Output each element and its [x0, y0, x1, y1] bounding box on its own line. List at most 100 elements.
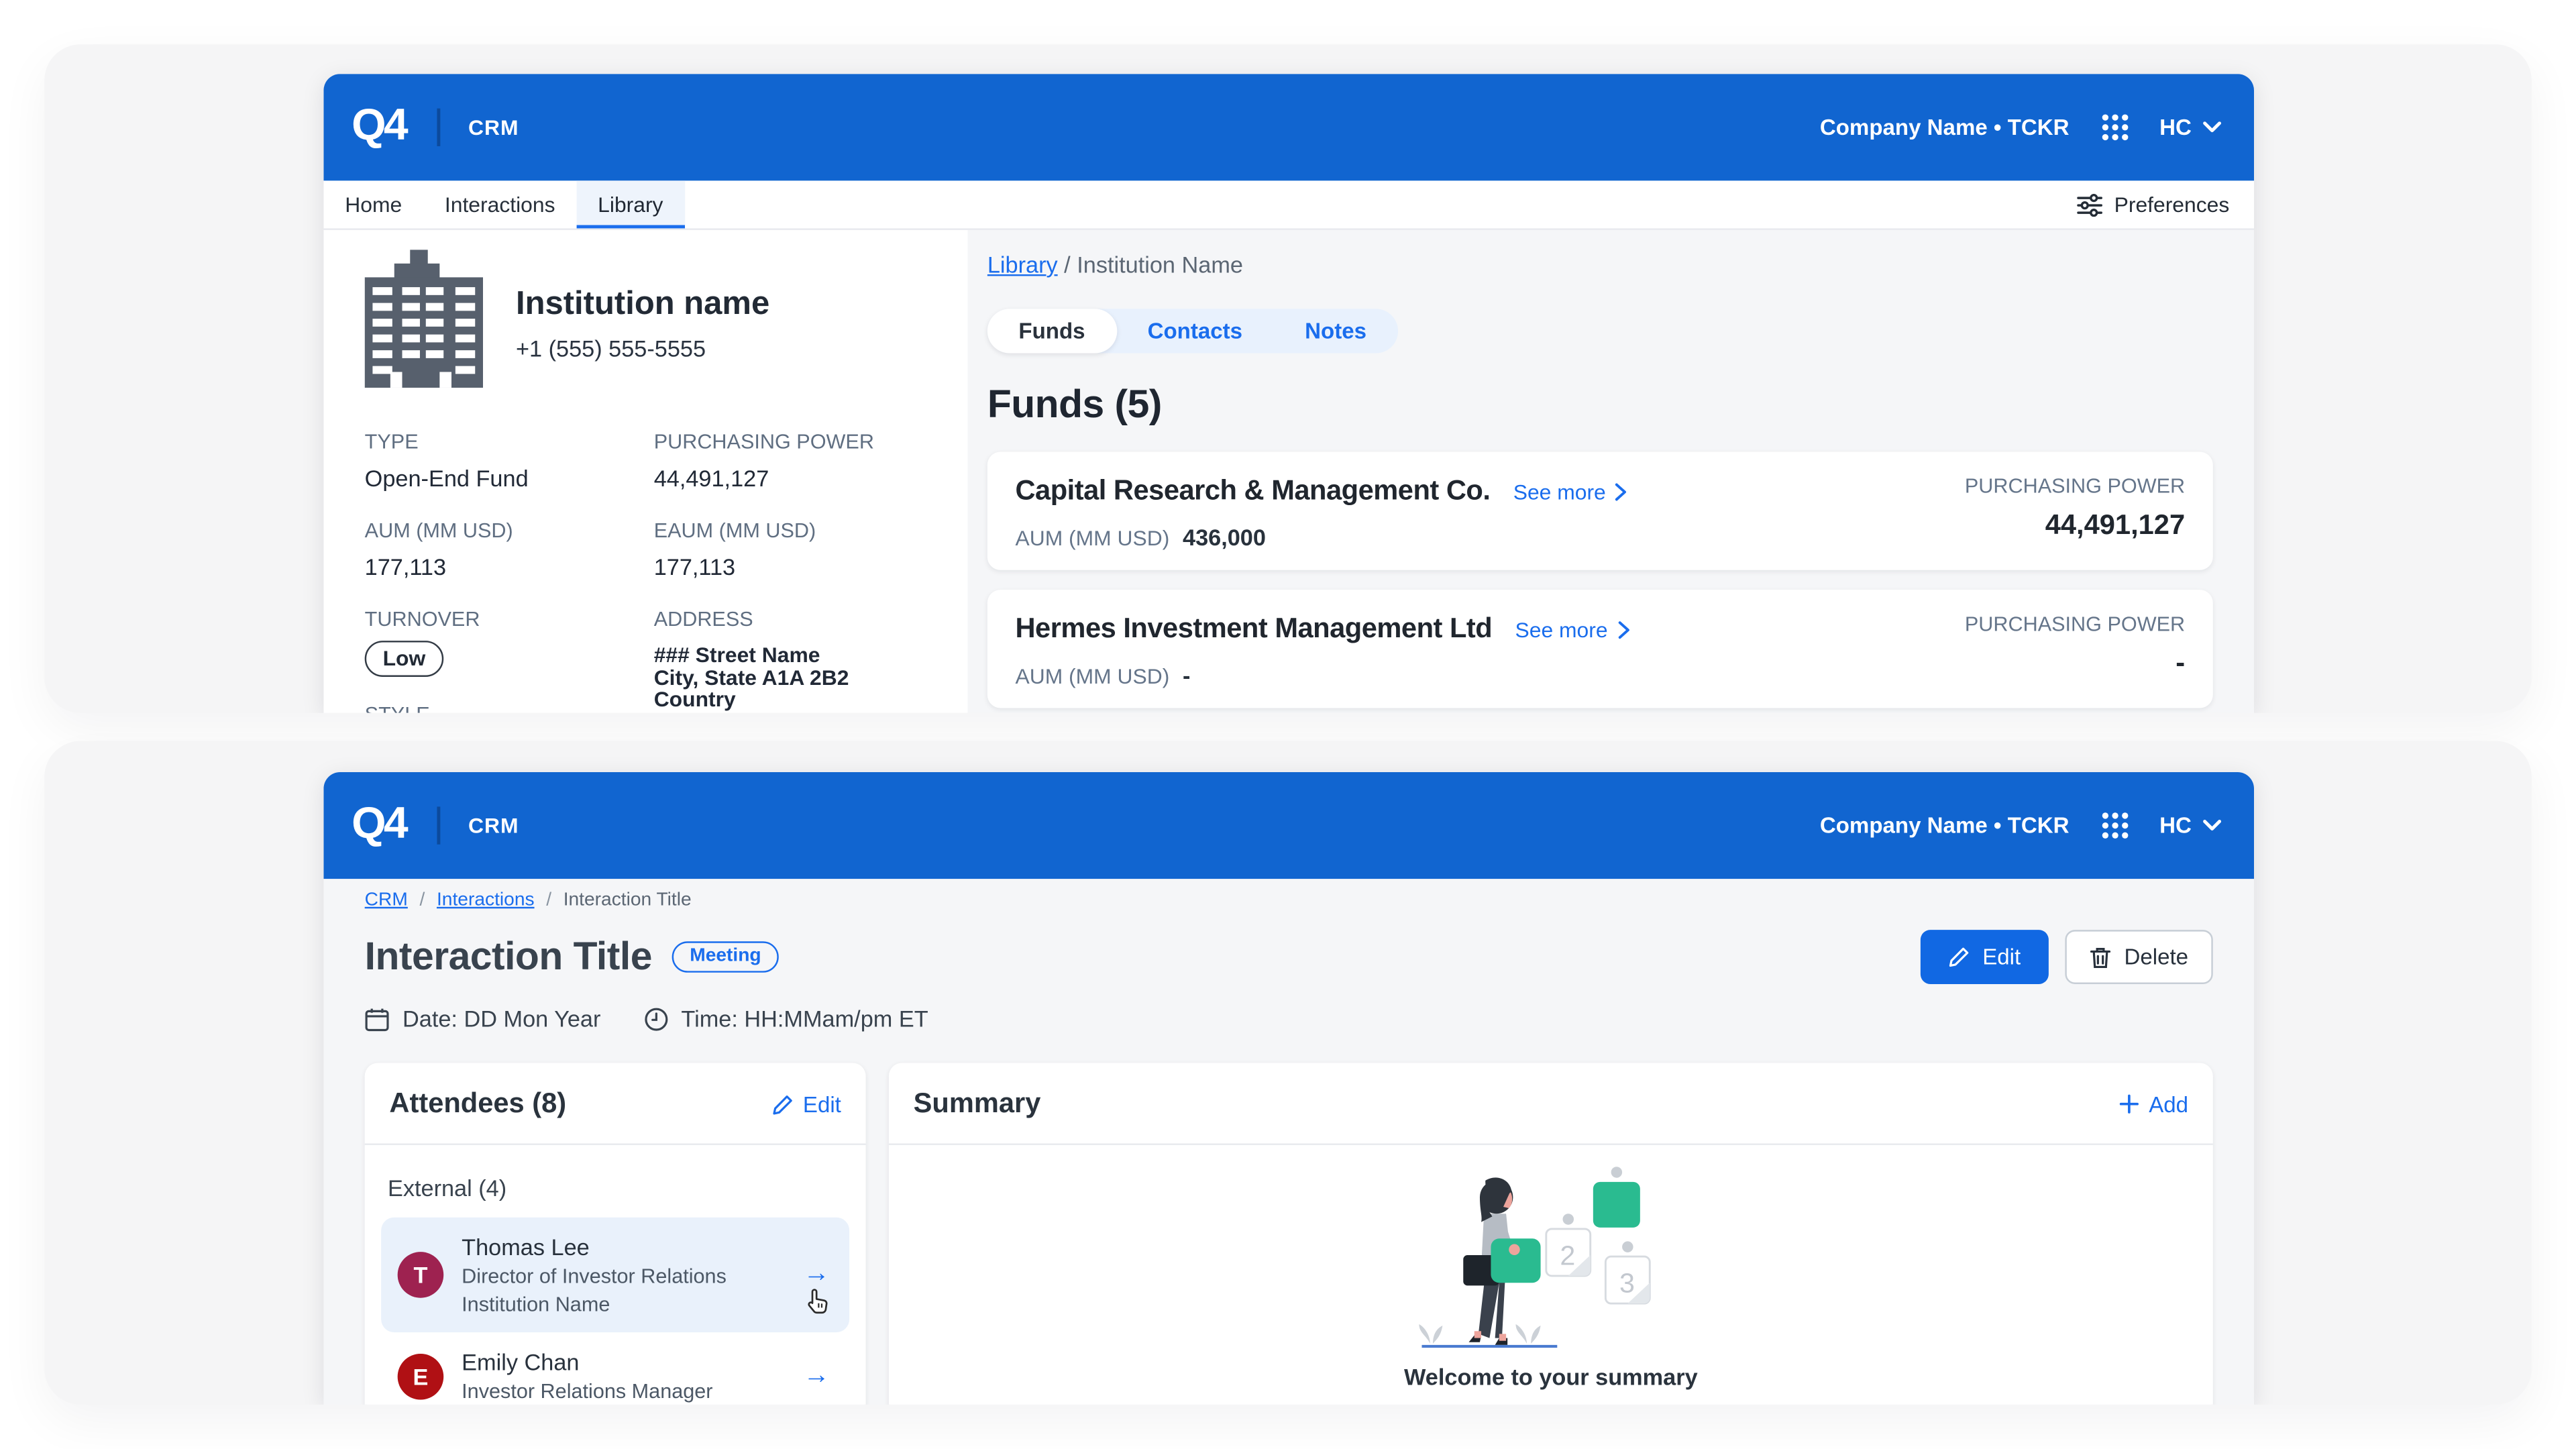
aum-label: AUM (MM USD) [364, 519, 513, 543]
institution-profile-pane: Institution name +1 (555) 555-5555 TYPE … [323, 229, 968, 713]
summary-add-label: Add [2149, 1091, 2189, 1117]
fund-pp-label: PURCHASING POWER [1964, 474, 2186, 498]
open-attendee-arrow-icon[interactable]: → [803, 1360, 830, 1389]
fund-card[interactable]: Capital Research & Management Co. See mo… [987, 451, 2213, 570]
fund-aum-value: 436,000 [1182, 524, 1266, 551]
pencil-icon [1949, 947, 1968, 967]
attendees-title: Attendees (8) [389, 1087, 567, 1119]
screenshot-panel-bottom: Q4 CRM Company Name • TCKR HC [44, 741, 2532, 1405]
delete-button[interactable]: Delete [2065, 930, 2213, 984]
user-menu[interactable]: HC [2159, 115, 2222, 140]
app-header: Q4 CRM Company Name • TCKR HC [323, 74, 2255, 181]
see-more-label: See more [1515, 616, 1608, 642]
external-group-label: External (4) [387, 1175, 507, 1201]
q4-logo: Q4 [352, 99, 409, 149]
chevron-right-icon [1615, 482, 1627, 500]
institution-details: TYPE Open-End Fund AUM (MM USD) 177,113 … [364, 430, 968, 713]
meeting-meta: Date: DD Mon Year Time: HH:MMam/pm ET [365, 1006, 2213, 1032]
pencil-icon [772, 1094, 792, 1114]
time-field: Time: HH:MMam/pm ET [643, 1006, 928, 1032]
summary-add-link[interactable]: Add [2119, 1091, 2188, 1116]
crm-app-window-top: Q4 CRM Company Name • TCKR HC [323, 74, 2255, 713]
apps-grid-icon[interactable] [2100, 812, 2129, 840]
entity-tabs: Funds Contacts Notes [987, 309, 1398, 354]
preferences-label: Preferences [2114, 192, 2230, 217]
style-label: STYLE [365, 703, 654, 713]
summary-welcome-heading: Welcome to your summary [1404, 1363, 1698, 1390]
address-line3: Country [653, 686, 736, 712]
open-attendee-arrow-icon[interactable]: → [803, 1260, 830, 1289]
user-initials: HC [2159, 115, 2192, 140]
breadcrumb-separator: / [419, 890, 425, 910]
breadcrumb: CRM / Interactions / Interaction Title [365, 890, 2213, 910]
edit-button[interactable]: Edit [1920, 930, 2049, 984]
avatar: T [397, 1252, 444, 1298]
breadcrumb-library-link[interactable]: Library [987, 251, 1058, 278]
svg-text:2: 2 [1559, 1240, 1574, 1271]
turnover-label: TURNOVER [364, 608, 480, 631]
q4-logo: Q4 [352, 797, 409, 847]
fund-pp-value: 44,491,127 [2045, 509, 2186, 541]
plus-icon [2119, 1094, 2139, 1114]
breadcrumb-interactions-link[interactable]: Interactions [436, 890, 535, 910]
fund-pp-label: PURCHASING POWER [1964, 612, 2186, 636]
trash-icon [2090, 947, 2111, 967]
user-menu[interactable]: HC [2159, 813, 2222, 838]
breadcrumb-separator: / [546, 890, 552, 910]
edit-button-label: Edit [1982, 945, 2021, 969]
building-icon [364, 250, 484, 388]
date-field: Date: DD Mon Year [365, 1006, 600, 1032]
tab-notes[interactable]: Notes [1305, 319, 1367, 343]
attendee-row[interactable]: E Emily Chan Investor Relations Manager … [381, 1332, 849, 1405]
chevron-down-icon [2203, 820, 2222, 830]
institution-phone: +1 (555) 555-5555 [515, 335, 706, 362]
crm-app-window-bottom: Q4 CRM Company Name • TCKR HC [323, 772, 2255, 1405]
address-line1: ### Street Name [653, 642, 820, 667]
time-value: Time: HH:MMam/pm ET [681, 1005, 928, 1032]
tab-funds[interactable]: Funds [987, 309, 1117, 354]
calendar-icon [365, 1008, 389, 1030]
attendees-card: Attendees (8) Edit External (4) [364, 1063, 866, 1405]
breadcrumb-crm-link[interactable]: CRM [364, 890, 408, 910]
apps-grid-icon[interactable] [2100, 113, 2129, 142]
app-name: CRM [468, 115, 519, 140]
address-line2: City, State A1A 2B2 [653, 664, 849, 690]
attendees-edit-link[interactable]: Edit [771, 1091, 841, 1116]
attendee-name: Emily Chan [462, 1348, 580, 1375]
see-more-link[interactable]: See more [1513, 479, 1627, 504]
chevron-right-icon [1617, 620, 1629, 638]
fund-card[interactable]: Hermes Investment Management Ltd See mor… [987, 590, 2213, 708]
summary-card: Summary Add [888, 1063, 2213, 1405]
see-more-link[interactable]: See more [1515, 616, 1629, 642]
tab-interactions[interactable]: Interactions [444, 192, 555, 217]
summary-empty-illustration: 2 3 [1418, 1167, 1650, 1348]
fund-aum-label: AUM (MM USD) [1015, 525, 1170, 551]
institution-name: Institution name [515, 286, 770, 323]
screenshot-panel-top: Q4 CRM Company Name • TCKR HC [44, 44, 2532, 713]
header-divider [437, 806, 441, 845]
tab-library[interactable]: Library [576, 180, 685, 229]
preferences-sliders-icon [2077, 193, 2102, 217]
attendee-row[interactable]: T Thomas Lee Director of Investor Relati… [381, 1217, 850, 1333]
tab-contacts[interactable]: Contacts [1147, 319, 1243, 343]
breadcrumb-current: Institution Name [1077, 251, 1243, 278]
fund-name: Hermes Investment Management Ltd [1015, 612, 1493, 645]
purchasing-power-label: PURCHASING POWER [653, 430, 874, 453]
aum-value: 177,113 [364, 553, 447, 580]
avatar: E [397, 1352, 444, 1399]
preferences-button[interactable]: Preferences [2052, 180, 2254, 228]
page-title: Interaction Title [364, 934, 653, 979]
header-divider [437, 108, 441, 146]
app-name: CRM [468, 813, 519, 838]
meeting-badge: Meeting [672, 941, 780, 973]
breadcrumb: Library / Institution Name [987, 252, 2213, 278]
see-more-label: See more [1513, 478, 1606, 504]
breadcrumb-separator: / [1064, 251, 1071, 278]
company-ticker: Company Name • TCKR [1819, 813, 2070, 838]
tab-home[interactable]: Home [345, 192, 402, 217]
type-value: Open-End Fund [364, 465, 529, 492]
eaum-label: EAUM (MM USD) [653, 519, 816, 543]
funds-heading: Funds (5) [987, 382, 1163, 427]
fund-aum-value: - [1182, 661, 1191, 689]
